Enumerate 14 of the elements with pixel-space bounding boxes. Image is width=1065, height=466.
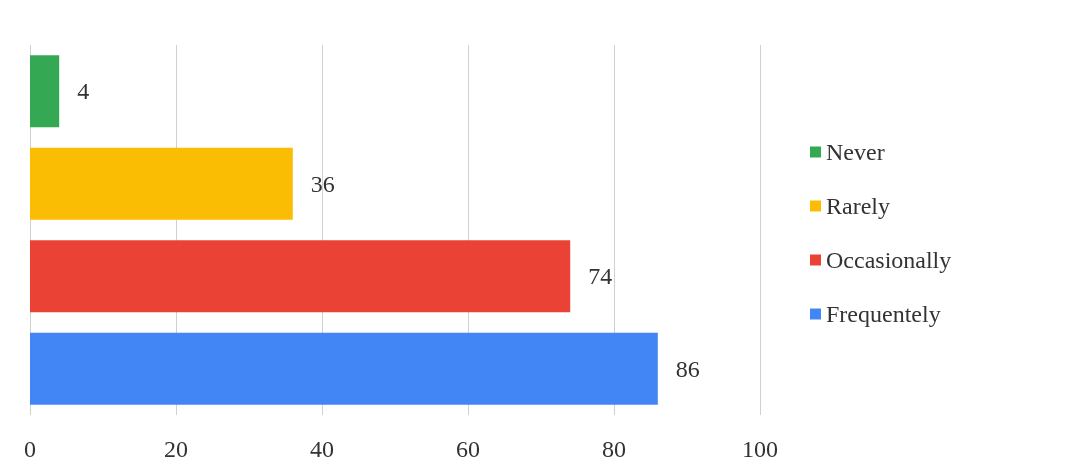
legend-label: Never	[826, 139, 885, 165]
x-tick-label: 20	[164, 436, 188, 462]
x-tick-label: 100	[742, 436, 778, 462]
x-tick-label: 0	[24, 436, 36, 462]
legend-label: Occasionally	[826, 247, 952, 273]
x-tick-label: 40	[310, 436, 334, 462]
data-label: 4	[77, 78, 90, 105]
data-label: 74	[588, 263, 613, 290]
x-tick-label: 60	[456, 436, 480, 462]
legend-label: Frequentely	[826, 301, 941, 327]
data-label: 86	[675, 355, 700, 382]
data-label: 36	[310, 170, 335, 197]
legend-label: Rarely	[826, 193, 890, 219]
x-tick-label: 80	[602, 436, 626, 462]
